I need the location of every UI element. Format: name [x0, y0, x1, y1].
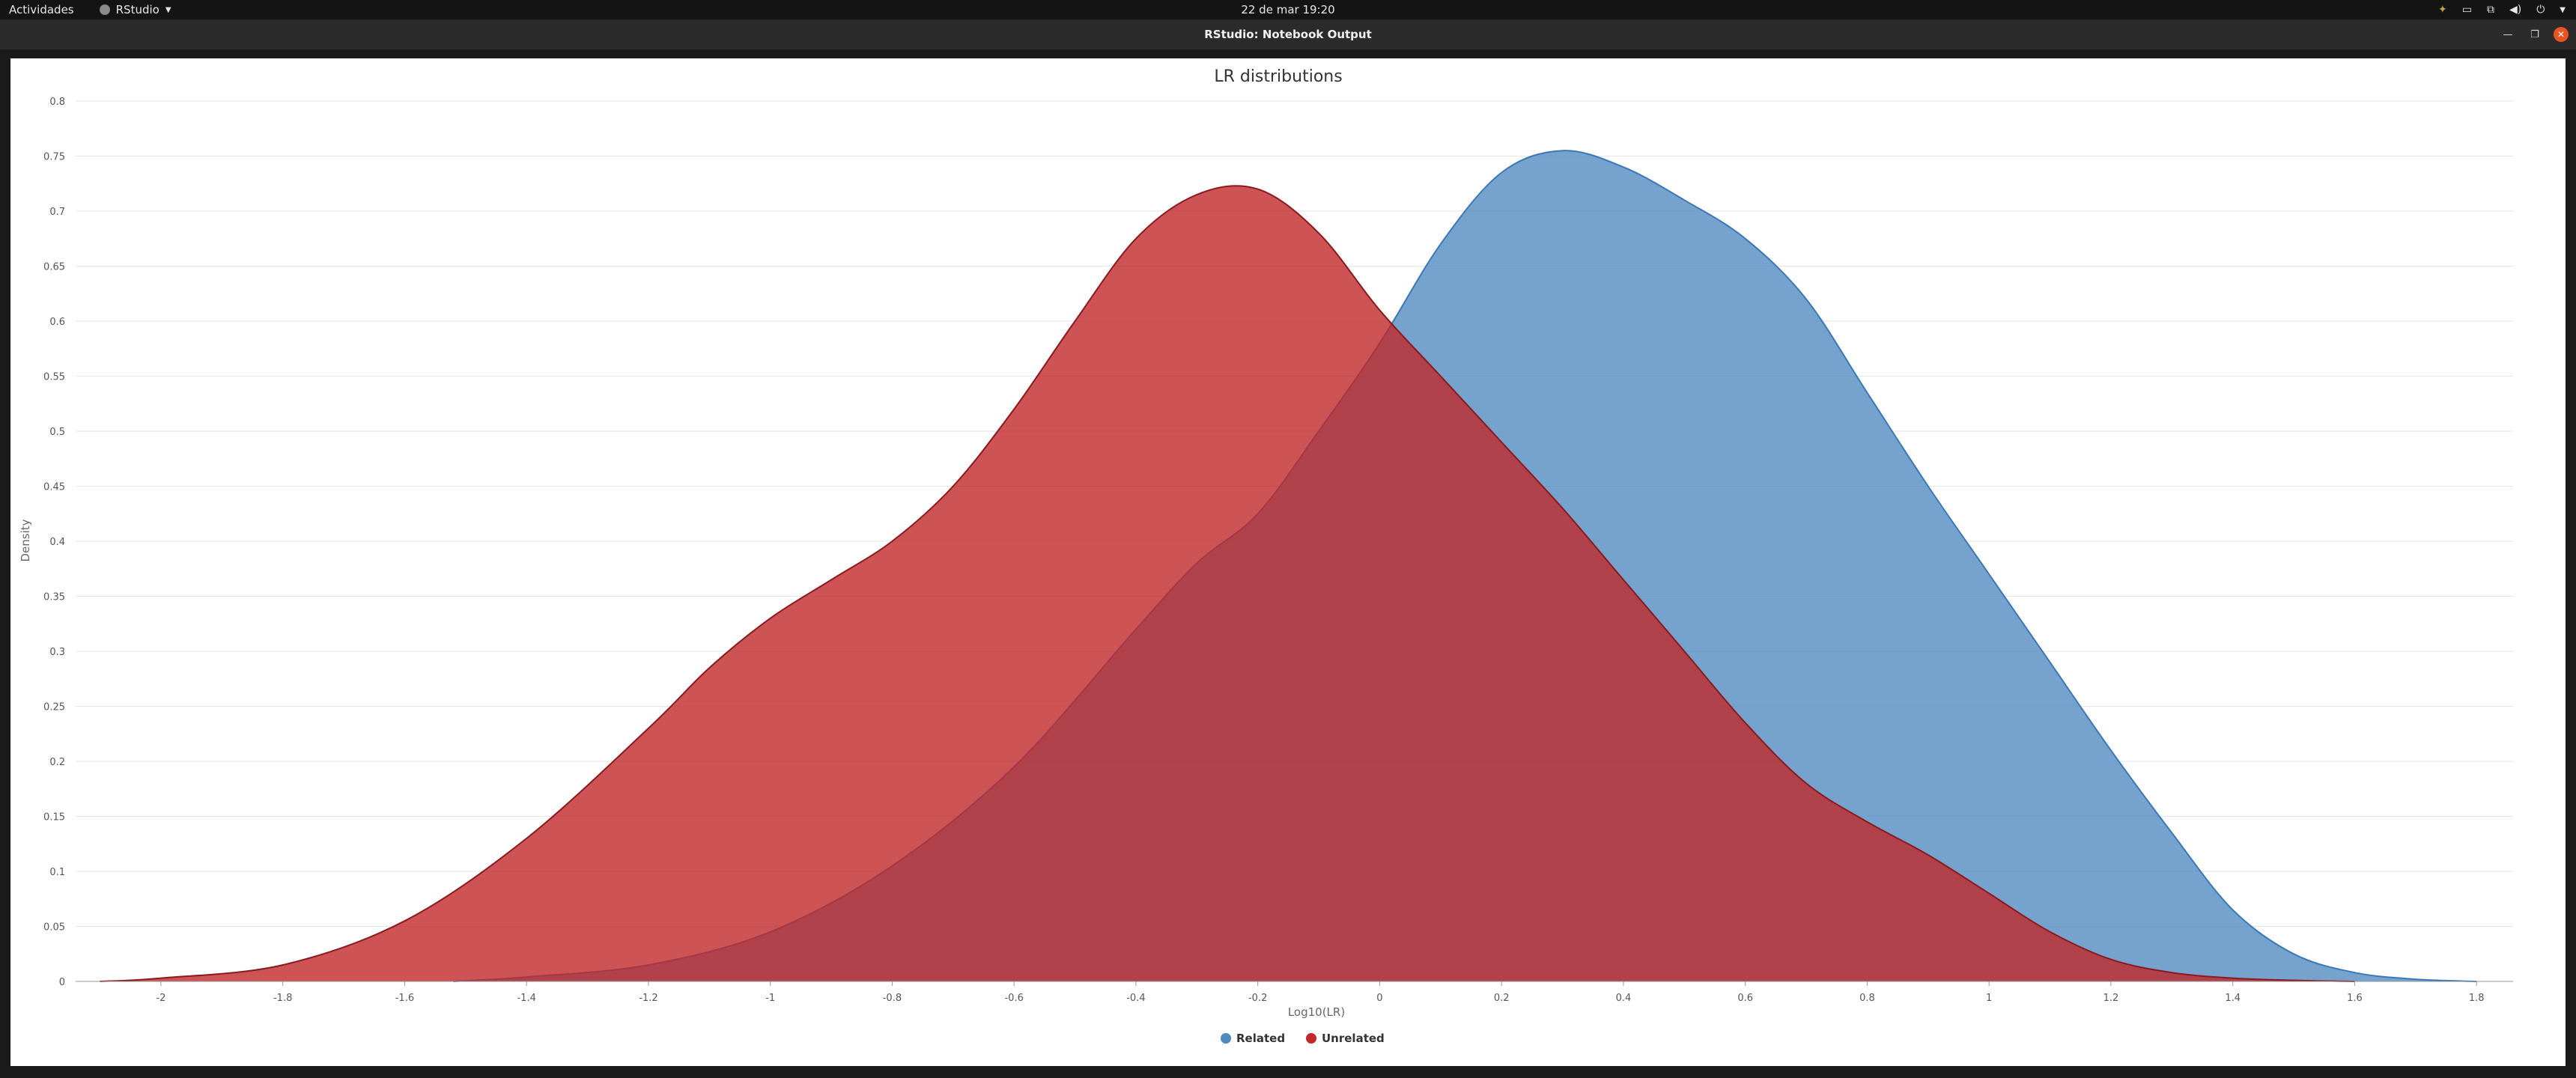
x-tick-label: -0.6	[1004, 993, 1023, 1004]
window-controls: — ❐ ✕	[2500, 25, 2569, 43]
x-tick-label: -0.4	[1126, 993, 1145, 1004]
app-menu-label: RStudio	[115, 3, 160, 16]
power-icon[interactable]: ⏻	[2536, 4, 2545, 16]
y-tick-label: 0	[59, 977, 65, 988]
clock[interactable]: 22 de mar 19:20	[1241, 3, 1335, 16]
y-tick-label: 0.05	[43, 922, 65, 934]
y-tick-label: 0.4	[49, 537, 65, 548]
y-tick-label: 0.7	[49, 207, 65, 218]
rstudio-icon	[99, 4, 110, 15]
y-tick-label: 0.45	[43, 482, 65, 493]
minimize-icon[interactable]: —	[2503, 28, 2513, 40]
network-icon[interactable]: ⧉	[2486, 4, 2494, 16]
y-tick-label: 0.15	[43, 812, 65, 823]
y-tick-label: 0.65	[43, 262, 65, 273]
y-tick-label: 0.75	[43, 152, 65, 163]
window-title-bar: RStudio: Notebook Output — ❐ ✕	[0, 19, 2576, 49]
color-picker-icon[interactable]: ✦	[2438, 4, 2447, 16]
x-tick-label: -1	[765, 993, 775, 1004]
top-bar-left: Actividades RStudio ▼	[9, 0, 171, 19]
x-tick-label: 1.6	[2347, 993, 2363, 1004]
app-menu[interactable]: RStudio ▼	[99, 3, 171, 16]
density-line-unrelated	[100, 185, 2355, 982]
x-tick-label: 0	[1376, 993, 1382, 1004]
legend-label: Unrelated	[1322, 1032, 1385, 1045]
legend: Related Unrelated	[1221, 1032, 1385, 1045]
legend-swatch	[1306, 1033, 1316, 1044]
density-chart: 0 0.05 0.1 0.15 0.2 0.25 0.3 0.35 0.4 0.45 0.5 0.55…	[19, 67, 2513, 1045]
x-axis-ticks: -2 -1.8 -1.6 -1.4 -1.2 -1 -0.8 -0.6 -0.4 -0.2 0 0.2…	[76, 981, 2513, 1004]
y-tick-label: 0.5	[49, 427, 65, 438]
y-axis-ticks: 0 0.05 0.1 0.15 0.2 0.25 0.3 0.35 0.4 0.45 0.5 0.55…	[43, 97, 65, 988]
chart-title: LR distributions	[1214, 67, 1342, 86]
activities-button[interactable]: Actividades	[9, 3, 74, 16]
folder-icon[interactable]: ▭	[2461, 4, 2472, 16]
window-title: RStudio: Notebook Output	[1204, 28, 1372, 41]
clock-area: 22 de mar 19:20	[0, 0, 2576, 19]
density-area-unrelated	[100, 186, 2355, 981]
y-tick-label: 0.25	[43, 702, 65, 713]
system-tray: ✦ ▭ ⧉ ◀) ⏻ ▼	[2438, 0, 2566, 19]
legend-label: Related	[1236, 1032, 1285, 1045]
x-tick-label: -1.8	[273, 993, 292, 1004]
legend-item-related[interactable]: Related	[1221, 1032, 1285, 1045]
density-areas	[100, 150, 2477, 982]
plot-panel: 0 0.05 0.1 0.15 0.2 0.25 0.3 0.35 0.4 0.45 0.5 0.55…	[10, 58, 2566, 1066]
y-tick-label: 0.2	[49, 757, 65, 768]
x-tick-label: -1.6	[395, 993, 414, 1004]
y-tick-label: 0.6	[49, 317, 65, 328]
chevron-down-icon: ▼	[165, 5, 171, 14]
x-tick-label: -1.4	[517, 993, 535, 1004]
x-tick-label: 1.2	[2103, 993, 2119, 1004]
x-tick-label: -0.2	[1248, 993, 1267, 1004]
chevron-down-icon[interactable]: ▼	[2560, 5, 2566, 14]
x-tick-label: -1.2	[639, 993, 657, 1004]
system-top-bar: Actividades RStudio ▼ 22 de mar 19:20 ✦ …	[0, 0, 2576, 19]
y-tick-label: 0.35	[43, 592, 65, 603]
y-tick-label: 0.3	[49, 647, 65, 658]
x-axis-label: Log10(LR)	[1288, 1005, 1345, 1019]
close-icon[interactable]: ✕	[2554, 27, 2569, 42]
legend-item-unrelated[interactable]: Unrelated	[1306, 1032, 1385, 1045]
restore-icon[interactable]: ❐	[2530, 28, 2539, 40]
x-tick-label: 1	[1986, 993, 1992, 1004]
volume-icon[interactable]: ◀)	[2509, 4, 2522, 16]
y-tick-label: 0.8	[49, 97, 65, 108]
x-tick-label: 1.8	[2469, 993, 2485, 1004]
y-axis-label: Density	[19, 519, 32, 561]
y-tick-label: 0.55	[43, 372, 65, 383]
x-tick-label: 0.2	[1494, 993, 1510, 1004]
x-tick-label: 0.4	[1616, 993, 1632, 1004]
x-tick-label: -0.8	[883, 993, 902, 1004]
x-tick-label: 0.6	[1737, 993, 1753, 1004]
y-tick-label: 0.1	[49, 867, 65, 878]
x-tick-label: 0.8	[1859, 993, 1875, 1004]
x-tick-label: 1.4	[2225, 993, 2241, 1004]
x-tick-label: -2	[156, 993, 165, 1004]
legend-swatch	[1221, 1033, 1231, 1044]
